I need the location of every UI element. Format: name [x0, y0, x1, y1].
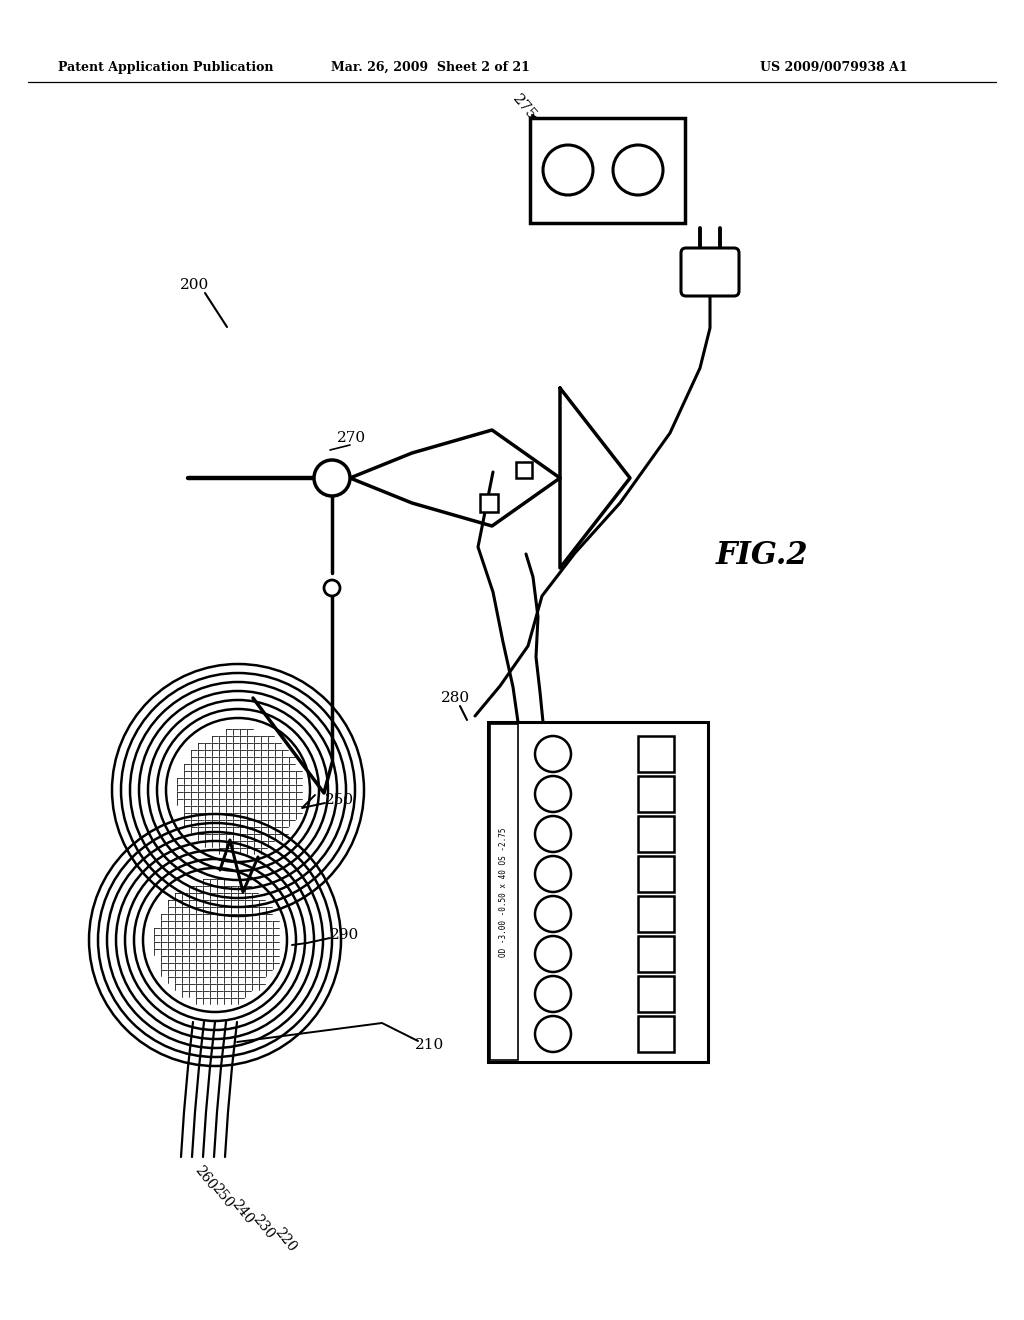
Bar	[638, 975, 674, 1012]
Bar	[638, 816, 674, 851]
Text: 200: 200	[180, 279, 210, 292]
Text: 250: 250	[326, 793, 354, 807]
Circle shape	[535, 737, 571, 772]
Circle shape	[535, 1016, 571, 1052]
Circle shape	[314, 459, 350, 496]
Circle shape	[535, 855, 571, 892]
Circle shape	[535, 936, 571, 972]
Bar	[530, 117, 685, 223]
FancyBboxPatch shape	[681, 248, 739, 296]
Bar	[516, 462, 532, 478]
Bar	[638, 776, 674, 812]
Text: Mar. 26, 2009  Sheet 2 of 21: Mar. 26, 2009 Sheet 2 of 21	[331, 61, 529, 74]
Text: 230: 230	[250, 1212, 276, 1242]
Circle shape	[324, 579, 340, 597]
Text: Patent Application Publication: Patent Application Publication	[58, 61, 273, 74]
Text: FIG.2: FIG.2	[716, 540, 808, 570]
Text: 240: 240	[228, 1197, 256, 1226]
Bar	[638, 936, 674, 972]
Bar	[480, 494, 498, 512]
Text: 250: 250	[209, 1181, 236, 1210]
Bar	[638, 1016, 674, 1052]
Bar	[488, 722, 708, 1063]
Text: 290: 290	[331, 928, 359, 942]
Bar	[490, 723, 518, 1060]
Circle shape	[613, 145, 663, 195]
Circle shape	[535, 975, 571, 1012]
Circle shape	[543, 145, 593, 195]
Circle shape	[535, 816, 571, 851]
Bar	[638, 737, 674, 772]
Text: 260: 260	[191, 1163, 218, 1193]
Bar	[638, 896, 674, 932]
Circle shape	[535, 896, 571, 932]
Text: 270: 270	[338, 432, 367, 445]
Text: 210: 210	[416, 1038, 444, 1052]
Text: 275: 275	[509, 92, 539, 124]
Text: US 2009/0079938 A1: US 2009/0079938 A1	[760, 61, 907, 74]
Bar	[638, 855, 674, 892]
Text: OD -3.00 -0.50 x 40 OS -2.75: OD -3.00 -0.50 x 40 OS -2.75	[500, 828, 509, 957]
Text: 280: 280	[440, 690, 470, 705]
Text: 220: 220	[271, 1225, 299, 1254]
Circle shape	[535, 776, 571, 812]
